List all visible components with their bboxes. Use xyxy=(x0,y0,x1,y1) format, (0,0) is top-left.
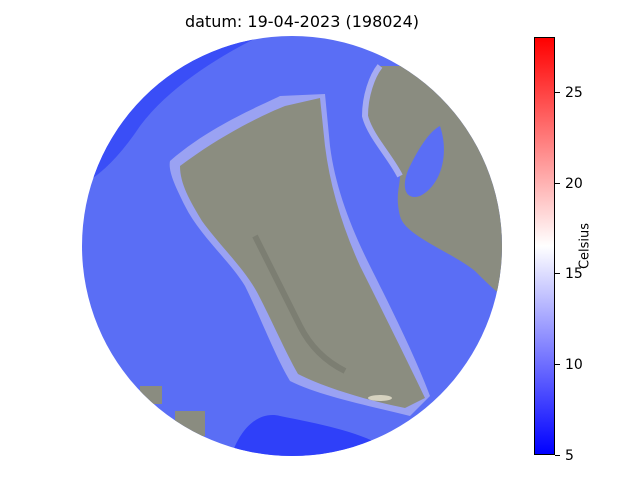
sandbank-spot xyxy=(368,395,392,401)
colorbar-tick-label: 10 xyxy=(565,357,583,373)
shore-right xyxy=(361,64,403,178)
land-patch-bottom-left xyxy=(140,386,162,404)
map-title: datum: 19-04-2023 (198024) xyxy=(184,12,420,31)
colorbar-tick xyxy=(555,183,560,184)
colorbar-tick-label: 20 xyxy=(565,176,583,192)
colorbar-tick xyxy=(555,364,560,365)
temperature-map xyxy=(82,36,502,456)
colorbar-tick xyxy=(555,273,560,274)
colorbar-tick-label: 15 xyxy=(565,266,583,282)
colorbar-tick xyxy=(555,455,560,456)
land-central-island xyxy=(180,98,425,408)
colorbar-tick-label: 25 xyxy=(565,85,583,101)
colorbar xyxy=(534,37,555,455)
colorbar-label: Celsius xyxy=(577,222,593,270)
water-right-inlet xyxy=(404,126,444,197)
colorbar-tick-label: 5 xyxy=(565,448,574,464)
land-texture xyxy=(252,234,347,374)
colorbar-tick xyxy=(555,92,560,93)
land-patch-bottom xyxy=(175,411,205,436)
